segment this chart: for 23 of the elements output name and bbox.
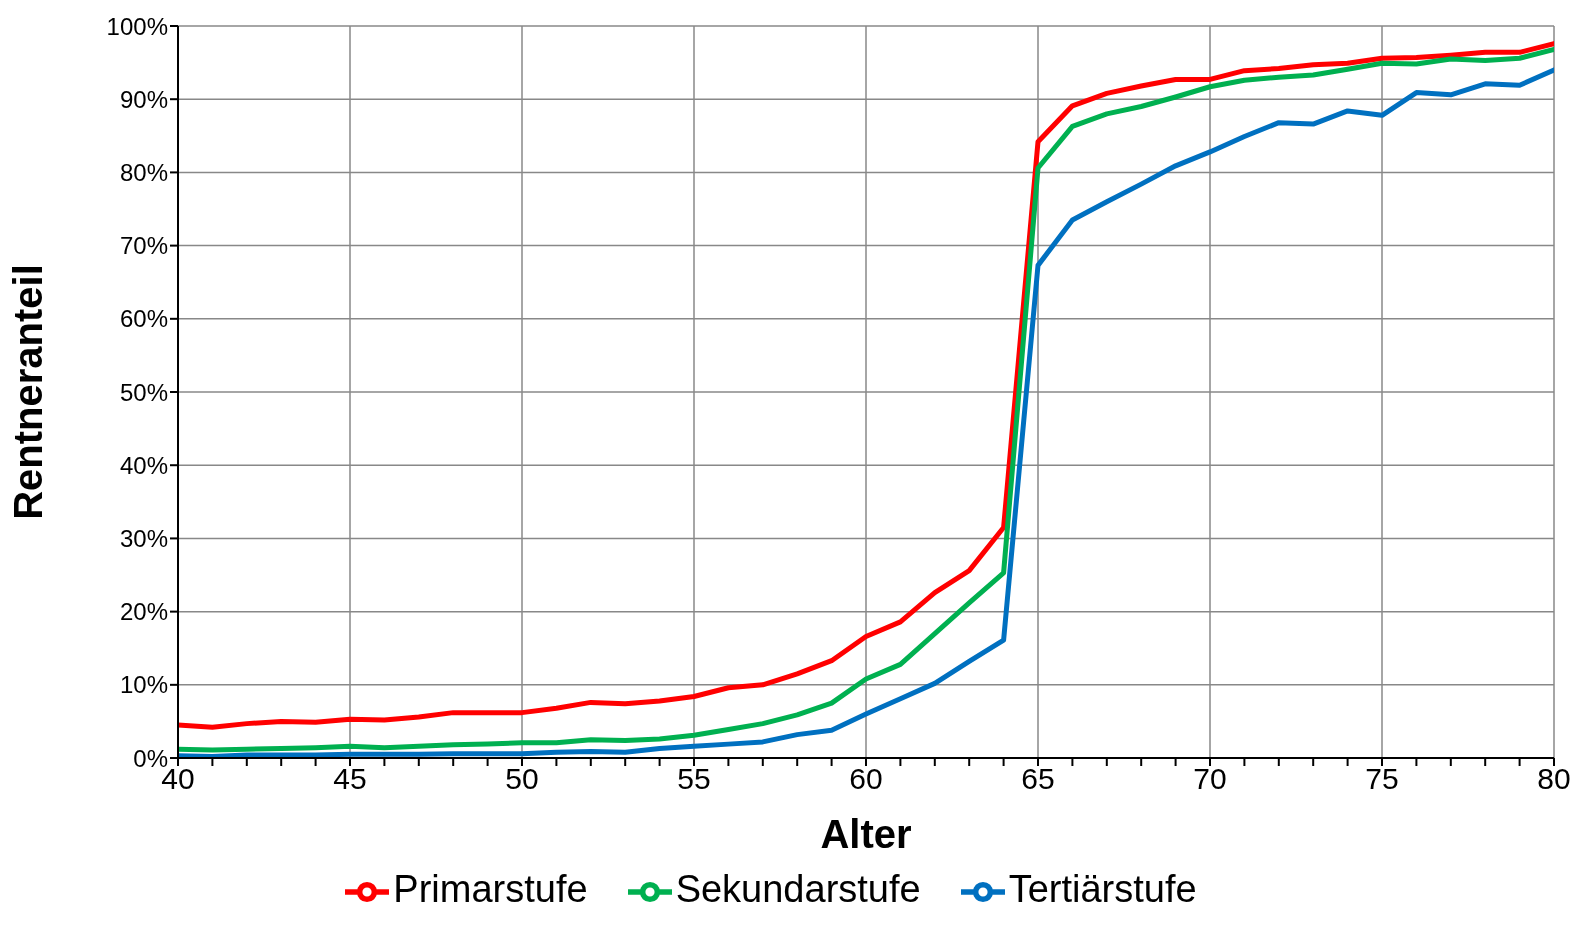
x-tick-label: 45: [333, 762, 367, 796]
y-tick-label: 80%: [119, 158, 168, 186]
legend-label: Sekundarstufe: [675, 868, 921, 911]
y-tick-label: 60%: [119, 305, 168, 333]
y-tick-label: 100%: [106, 12, 168, 40]
legend-label: Primarstufe: [393, 868, 588, 911]
x-tick-label: 80: [1537, 762, 1571, 796]
y-tick-label: 30%: [119, 524, 168, 552]
legend-label: Tertiärstufe: [1008, 868, 1197, 911]
y-axis-title: Rentneranteil: [6, 264, 51, 520]
x-tick-label: 50: [505, 762, 539, 796]
x-tick-label: 55: [677, 762, 711, 796]
y-tick-label: 90%: [119, 85, 168, 113]
y-tick-label: 40%: [119, 451, 168, 479]
x-tick-label: 60: [849, 762, 883, 796]
y-tick-label: 50%: [119, 378, 168, 406]
x-tick-label: 75: [1365, 762, 1399, 796]
x-tick-label: 65: [1021, 762, 1055, 796]
y-tick-label: 10%: [119, 671, 168, 699]
y-tick-label: 70%: [119, 232, 168, 260]
x-axis-title: Alter: [820, 812, 912, 857]
x-tick-label: 70: [1193, 762, 1227, 796]
y-tick-label: 20%: [119, 598, 168, 626]
